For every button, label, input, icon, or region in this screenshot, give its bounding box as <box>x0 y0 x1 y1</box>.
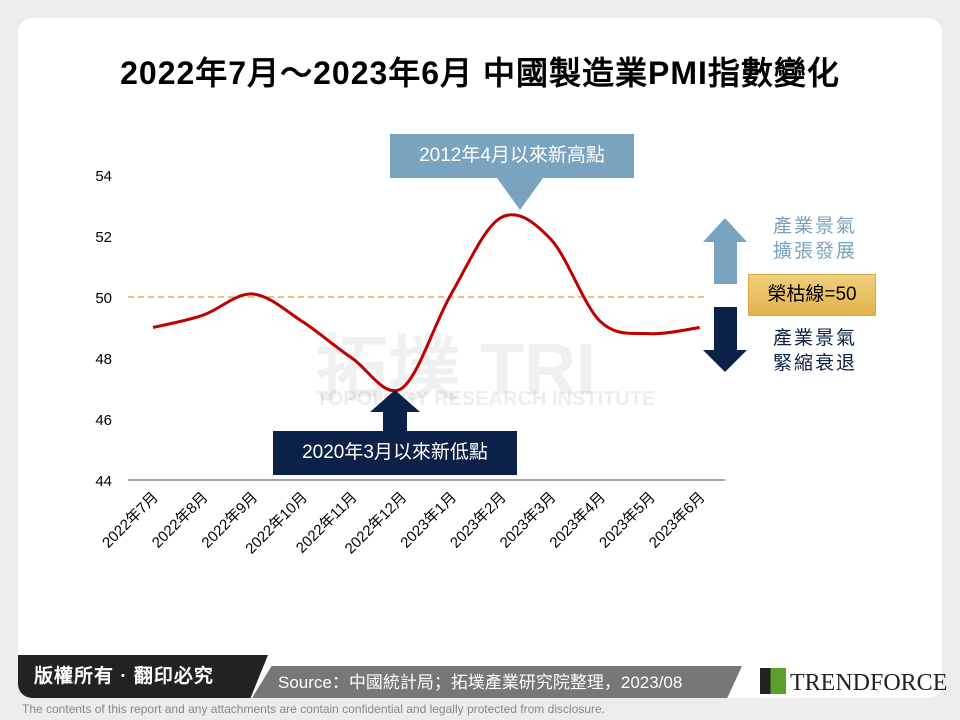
contract-arrow-stem <box>714 307 737 351</box>
high-callout: 2012年4月以來新高點 <box>390 134 634 178</box>
expand-arrow-stem <box>714 241 737 284</box>
disclaimer: The contents of this report and any atta… <box>22 702 605 716</box>
brand-text: TRENDFORCE <box>790 670 948 696</box>
y-tick-label: 46 <box>95 412 112 429</box>
y-tick-label: 48 <box>95 351 112 368</box>
expand-arrow-head <box>703 218 747 242</box>
chart-title: 2022年7月～2023年6月 中國製造業PMI指數變化 <box>120 55 840 91</box>
contract-arrow-head <box>703 350 747 372</box>
trendforce-logo: TRENDFORCE <box>760 666 947 700</box>
y-tick-label: 44 <box>95 473 112 490</box>
watermark: 拓墣 TRI <box>316 330 596 410</box>
copyright: 版權所有 · 翻印必究 <box>18 655 268 698</box>
logo-icon <box>760 668 786 694</box>
pmi-series-line <box>152 213 700 393</box>
low-arrow <box>370 390 420 412</box>
high-arrow <box>497 178 543 210</box>
y-tick-label: 50 <box>95 290 112 307</box>
y-tick-label: 52 <box>95 229 112 246</box>
low-arrow-stem <box>383 410 407 432</box>
threshold-label: 榮枯線=50 <box>748 274 876 316</box>
low-callout: 2020年3月以來新低點 <box>273 431 517 475</box>
y-tick-label: 54 <box>95 168 112 185</box>
source: Source：中國統計局；拓墣產業研究院整理，2023/08 <box>252 666 742 698</box>
expand-label: 產業景氣 擴張發展 <box>772 216 857 262</box>
contract-label: 產業景氣 緊縮衰退 <box>772 328 857 374</box>
card <box>18 18 942 698</box>
